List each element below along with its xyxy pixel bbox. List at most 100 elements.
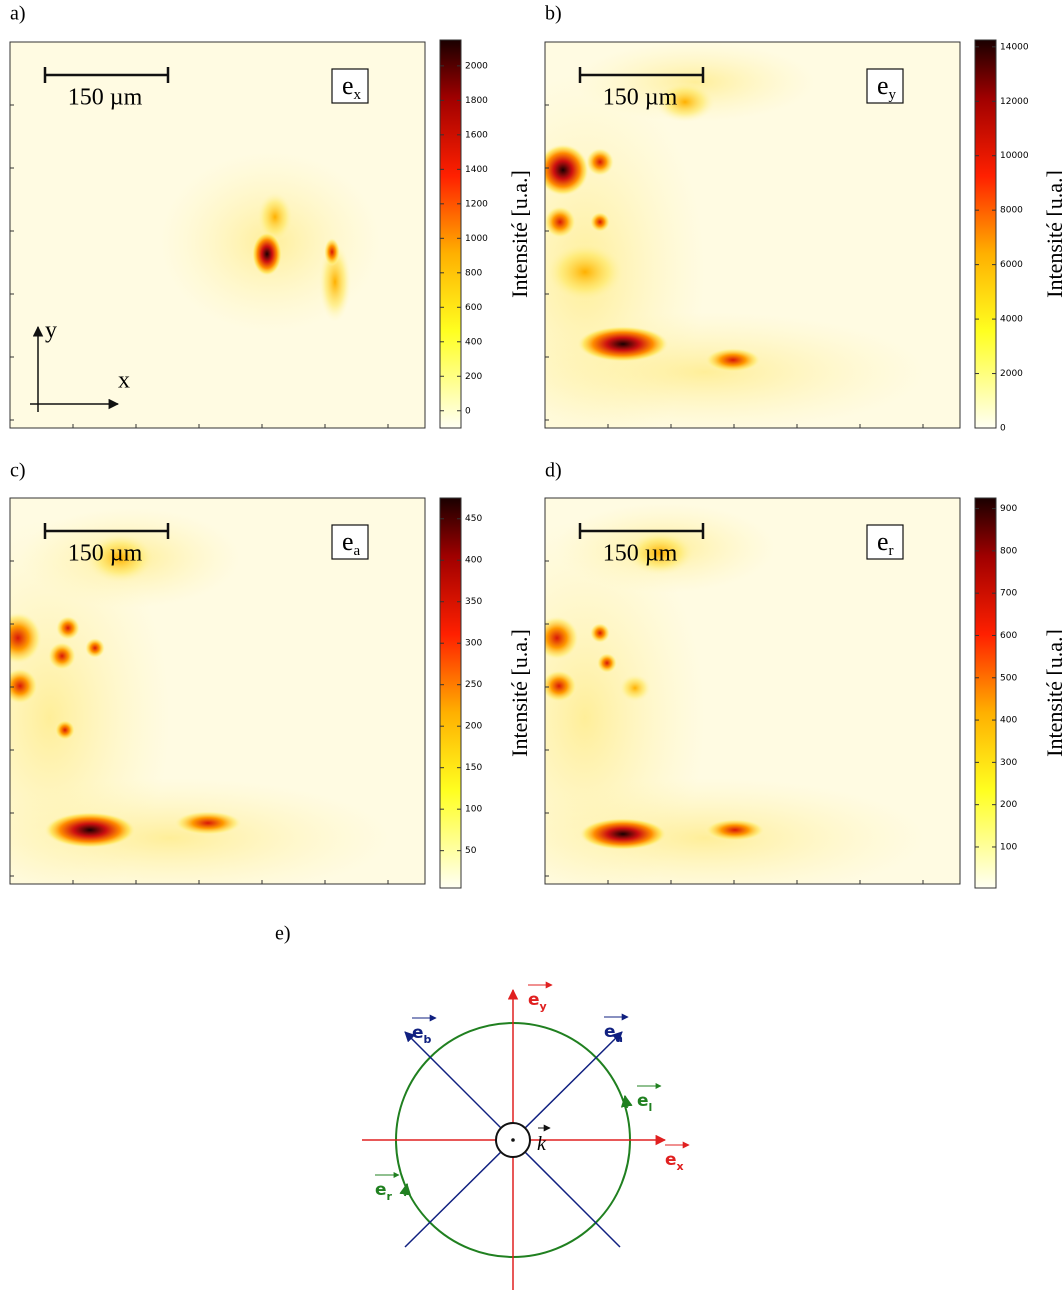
vector-base: e xyxy=(412,1023,424,1043)
field-sub: r xyxy=(889,543,894,559)
vector-sub: b xyxy=(424,1033,432,1046)
panel-label: a) xyxy=(10,3,26,25)
vector-sub: x xyxy=(677,1160,684,1173)
vector-sub: a xyxy=(616,1032,623,1045)
field-sub: y xyxy=(889,87,897,103)
vector-base: e xyxy=(375,1180,387,1200)
intensity-spot xyxy=(705,819,765,841)
intensity-spot xyxy=(545,312,925,428)
intensity-spot xyxy=(252,232,282,276)
vector-sub: l xyxy=(649,1101,653,1114)
intensity-spot xyxy=(545,778,925,884)
panel-label: e) xyxy=(275,923,291,945)
vector-label: er xyxy=(375,1180,393,1203)
colorbar-tick-label: 200 xyxy=(465,722,482,732)
field-box xyxy=(866,524,904,560)
colorbar-tick-label: 800 xyxy=(465,268,482,278)
intensity-spot xyxy=(575,42,815,122)
intensity-spot xyxy=(44,812,136,848)
intensity-spot xyxy=(577,326,669,362)
heatmap xyxy=(545,498,960,884)
colorbar-label: Intensité [u.a.] xyxy=(507,170,532,298)
colorbar-tick-label: 8000 xyxy=(1000,206,1023,216)
panel-label: d) xyxy=(545,460,562,482)
colorbar-label: Intensité [u.a.] xyxy=(1042,170,1062,298)
scale-bar-label: 150 µm xyxy=(603,541,678,567)
colorbar xyxy=(439,39,462,429)
colorbar-tick-label: 200 xyxy=(465,372,482,382)
colorbar-tick-label: 6000 xyxy=(1000,260,1023,270)
colorbar-tick-label: 0 xyxy=(465,406,471,416)
colorbar-tick-label: 400 xyxy=(465,556,482,566)
panel-label: b) xyxy=(545,3,562,25)
field-sub: x xyxy=(354,87,362,103)
colorbar-tick-label: 900 xyxy=(1000,504,1017,514)
vector-base: e xyxy=(604,1022,616,1042)
field-base: e xyxy=(342,71,354,100)
intensity-spot xyxy=(174,811,242,835)
colorbar xyxy=(974,497,997,889)
vector-base: e xyxy=(637,1091,649,1111)
field-label: ea xyxy=(342,527,361,559)
intensity-spot xyxy=(597,653,617,673)
vector-label: eb xyxy=(412,1023,432,1046)
colorbar-tick-label: 800 xyxy=(1000,546,1017,556)
intensity-spot xyxy=(625,531,695,575)
intensity-spot xyxy=(10,668,38,704)
vector-base: e xyxy=(665,1150,677,1170)
colorbar-tick-label: 500 xyxy=(1000,673,1017,683)
heatmap-frame xyxy=(9,41,426,429)
colorbar-tick-label: 100 xyxy=(465,805,482,815)
intensity-spot xyxy=(655,82,715,122)
field-box xyxy=(331,524,369,560)
vector-label: ea xyxy=(604,1022,623,1045)
field-base: e xyxy=(877,71,889,100)
intensity-spot xyxy=(324,238,340,266)
colorbar-tick-label: 200 xyxy=(1000,800,1017,810)
field-label: ey xyxy=(877,71,897,103)
field-base: e xyxy=(877,527,889,556)
axis-label: y xyxy=(45,318,57,344)
colorbar-label: Intensité [u.a.] xyxy=(1042,629,1062,757)
scale-bar-label: 150 µm xyxy=(603,85,678,111)
intensity-spot xyxy=(55,720,75,740)
colorbar-tick-label: 150 xyxy=(465,763,482,773)
colorbar-tick-label: 50 xyxy=(465,846,477,856)
vector-sub: r xyxy=(387,1190,393,1203)
colorbar-tick-label: 700 xyxy=(1000,589,1017,599)
intensity-spot xyxy=(545,670,577,702)
colorbar-label: Intensité [u.a.] xyxy=(507,629,532,757)
intensity-spot xyxy=(48,642,76,670)
colorbar-tick-label: 1200 xyxy=(465,199,488,209)
colorbar xyxy=(974,39,997,429)
field-box xyxy=(331,68,369,104)
heatmap xyxy=(545,42,960,428)
colorbar-tick-label: 4000 xyxy=(1000,315,1023,325)
panel-label: c) xyxy=(10,460,26,482)
axis-label: x xyxy=(118,368,130,394)
intensity-spot xyxy=(257,192,293,242)
vector-sub: y xyxy=(540,1000,547,1013)
colorbar-tick-label: 2000 xyxy=(465,61,488,71)
colorbar-tick-label: 600 xyxy=(465,303,482,313)
intensity-spot xyxy=(545,206,576,238)
vector-label: ey xyxy=(528,990,547,1013)
heatmap xyxy=(10,42,425,428)
heatmap-frame xyxy=(9,497,426,885)
colorbar-tick-label: 600 xyxy=(1000,631,1017,641)
field-base: e xyxy=(342,527,354,556)
intensity-spot xyxy=(705,348,761,372)
intensity-spot xyxy=(545,242,625,302)
colorbar-tick-label: 1800 xyxy=(465,96,488,106)
heatmap xyxy=(10,498,425,884)
scale-bar-label: 150 µm xyxy=(68,541,143,567)
field-label: er xyxy=(877,527,894,559)
intensity-spot xyxy=(85,638,105,658)
intensity-spot xyxy=(85,533,155,583)
colorbar-tick-label: 100 xyxy=(1000,842,1017,852)
intensity-spot xyxy=(586,148,614,176)
colorbar-tick-label: 0 xyxy=(1000,424,1006,434)
colorbar-tick-label: 2000 xyxy=(1000,369,1023,379)
intensity-spot xyxy=(590,623,610,643)
